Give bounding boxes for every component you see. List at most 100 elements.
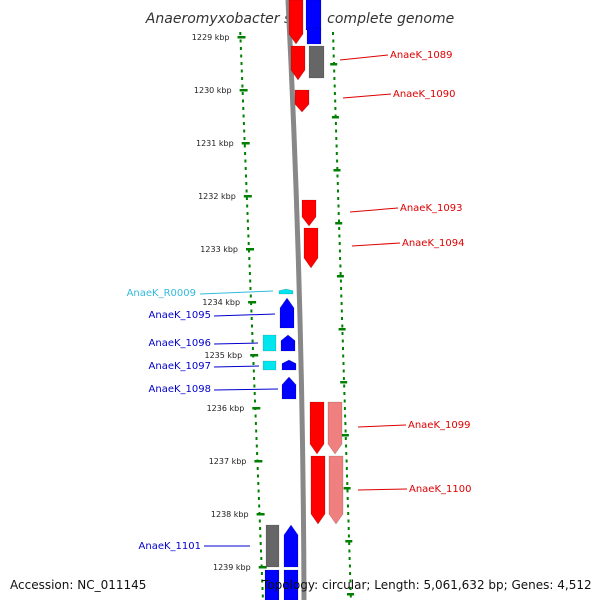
gc-dot bbox=[239, 47, 242, 50]
feature-reverse-cds bbox=[283, 524, 299, 568]
gc-dot bbox=[333, 77, 336, 80]
tick-mark bbox=[237, 36, 246, 39]
gc-dot bbox=[241, 92, 244, 95]
gene-label: AnaeK_1101 bbox=[139, 541, 201, 552]
gc-dot bbox=[252, 369, 255, 373]
gene-label: AnaeK_1094 bbox=[402, 238, 464, 249]
gene-label: AnaeK_1097 bbox=[149, 361, 211, 372]
feature-reverse-cds bbox=[283, 569, 299, 600]
gc-dot bbox=[341, 324, 344, 328]
tick-mark bbox=[256, 513, 265, 516]
gc-dot bbox=[254, 422, 257, 425]
feature-other bbox=[308, 45, 325, 79]
gc-dot bbox=[334, 107, 337, 110]
gc-dot bbox=[340, 294, 343, 298]
gc-dot bbox=[345, 452, 348, 455]
feature-other bbox=[265, 524, 280, 568]
gc-dot bbox=[257, 482, 260, 485]
gc-dot bbox=[258, 504, 261, 508]
gc-dot bbox=[349, 572, 352, 575]
label-leader-line bbox=[199, 290, 274, 295]
gc-dot bbox=[348, 564, 351, 568]
gc-dot bbox=[334, 99, 337, 103]
gc-dot bbox=[253, 392, 256, 395]
gc-dot bbox=[248, 272, 251, 275]
gc-dot bbox=[337, 212, 340, 215]
gc-dot bbox=[245, 189, 248, 193]
feature-reverse-cds bbox=[264, 569, 280, 600]
gc-dot bbox=[247, 234, 250, 238]
gc-dot bbox=[245, 182, 248, 185]
gc-dot bbox=[336, 167, 339, 170]
gc-dot bbox=[335, 137, 338, 140]
gc-dot bbox=[244, 159, 247, 163]
tick-label: 1234 kbp bbox=[202, 298, 240, 307]
feature-track bbox=[262, 0, 344, 600]
gc-dot bbox=[338, 234, 341, 238]
gc-dot bbox=[247, 227, 250, 230]
feature-forward-cds bbox=[309, 401, 325, 455]
gene-label: AnaeK_1096 bbox=[149, 338, 211, 349]
gc-dot bbox=[245, 174, 247, 178]
label-leader-line bbox=[351, 242, 401, 247]
tick-mark bbox=[248, 301, 257, 304]
gc-dot bbox=[248, 264, 251, 268]
gc-dot bbox=[342, 369, 345, 373]
tick-mark-minor bbox=[338, 328, 346, 331]
gc-dot bbox=[251, 347, 254, 350]
gc-dot bbox=[344, 437, 347, 440]
gc-dot bbox=[336, 159, 339, 163]
gc-dot bbox=[344, 422, 347, 425]
tick-mark bbox=[241, 142, 250, 145]
gene-label: AnaeK_1090 bbox=[393, 89, 455, 100]
gc-dot bbox=[240, 62, 243, 65]
gc-dot bbox=[338, 242, 341, 245]
gc-dot bbox=[346, 497, 349, 500]
gc-dot bbox=[333, 92, 336, 95]
gc-dot bbox=[345, 444, 348, 448]
tick-mark-minor bbox=[331, 116, 339, 119]
tick-mark bbox=[252, 407, 261, 410]
tick-mark bbox=[239, 89, 248, 92]
label-leader-line bbox=[349, 207, 399, 213]
gc-dot bbox=[348, 549, 351, 553]
gene-label: AnaeK_1089 bbox=[390, 50, 452, 61]
gc-dot bbox=[342, 347, 344, 350]
gc-dot bbox=[255, 444, 258, 448]
gc-dot bbox=[349, 594, 352, 598]
gc-dot bbox=[260, 549, 262, 553]
gc-dot bbox=[347, 534, 350, 538]
tick-label: 1230 kbp bbox=[194, 86, 232, 95]
tick-mark-minor bbox=[347, 593, 354, 596]
gc-dot bbox=[251, 324, 253, 328]
tick-mark-minor bbox=[336, 275, 344, 278]
gc-dot bbox=[345, 467, 348, 470]
backbone-arc bbox=[285, 0, 307, 600]
gc-dot bbox=[336, 174, 339, 178]
label-leader-line bbox=[213, 342, 259, 345]
tick-mark-minor bbox=[343, 487, 351, 490]
gc-dot bbox=[261, 579, 264, 583]
feature-reverse-cds bbox=[281, 376, 297, 400]
gc-dot bbox=[337, 197, 340, 200]
gc-dot bbox=[346, 474, 348, 478]
label-leader-line bbox=[342, 93, 392, 99]
gc-dot bbox=[253, 384, 256, 388]
tick-label: 1229 kbp bbox=[192, 33, 230, 42]
feature-forward-cds bbox=[303, 227, 319, 269]
feature-reverse-cds bbox=[305, 0, 322, 31]
gc-dot bbox=[254, 399, 256, 403]
gene-label: AnaeK_1098 bbox=[149, 384, 211, 395]
gc-dot bbox=[250, 317, 253, 320]
gc-dot bbox=[257, 497, 260, 500]
feature-forward-cds bbox=[301, 199, 317, 227]
feature-rna bbox=[262, 334, 277, 352]
gc-dot bbox=[338, 249, 341, 253]
tick-mark bbox=[246, 248, 254, 251]
gc-dot bbox=[242, 107, 245, 110]
feature-forward-cds bbox=[328, 455, 344, 525]
tick-label: 1238 kbp bbox=[211, 510, 249, 519]
gc-dot bbox=[348, 542, 351, 545]
feature-forward-cds bbox=[290, 45, 306, 81]
gc-dot bbox=[333, 84, 336, 88]
